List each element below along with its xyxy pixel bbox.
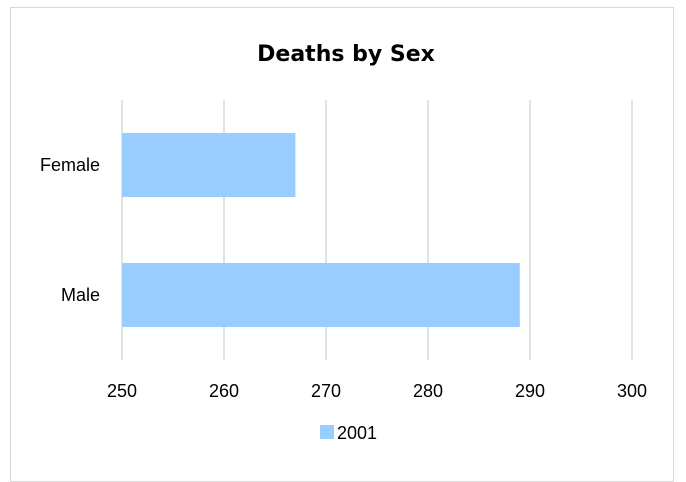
bars [122, 133, 520, 327]
x-tick-label: 290 [515, 381, 545, 401]
chart-title: Deaths by Sex [257, 42, 435, 67]
legend-label: 2001 [337, 423, 377, 443]
x-tick-label: 280 [413, 381, 443, 401]
bar-female [122, 133, 296, 197]
category-label: Male [61, 285, 100, 305]
x-tick-label: 270 [311, 381, 341, 401]
category-label: Female [40, 155, 100, 175]
x-tick-label: 300 [617, 381, 647, 401]
legend-swatch [320, 425, 334, 439]
category-labels: Female Male [40, 155, 100, 305]
x-tick-label: 250 [107, 381, 137, 401]
legend: 2001 [320, 423, 377, 443]
x-axis-ticks: 250 260 270 280 290 300 [107, 381, 647, 401]
bar-male [122, 263, 520, 327]
x-tick-label: 260 [209, 381, 239, 401]
chart-frame [10, 7, 674, 482]
